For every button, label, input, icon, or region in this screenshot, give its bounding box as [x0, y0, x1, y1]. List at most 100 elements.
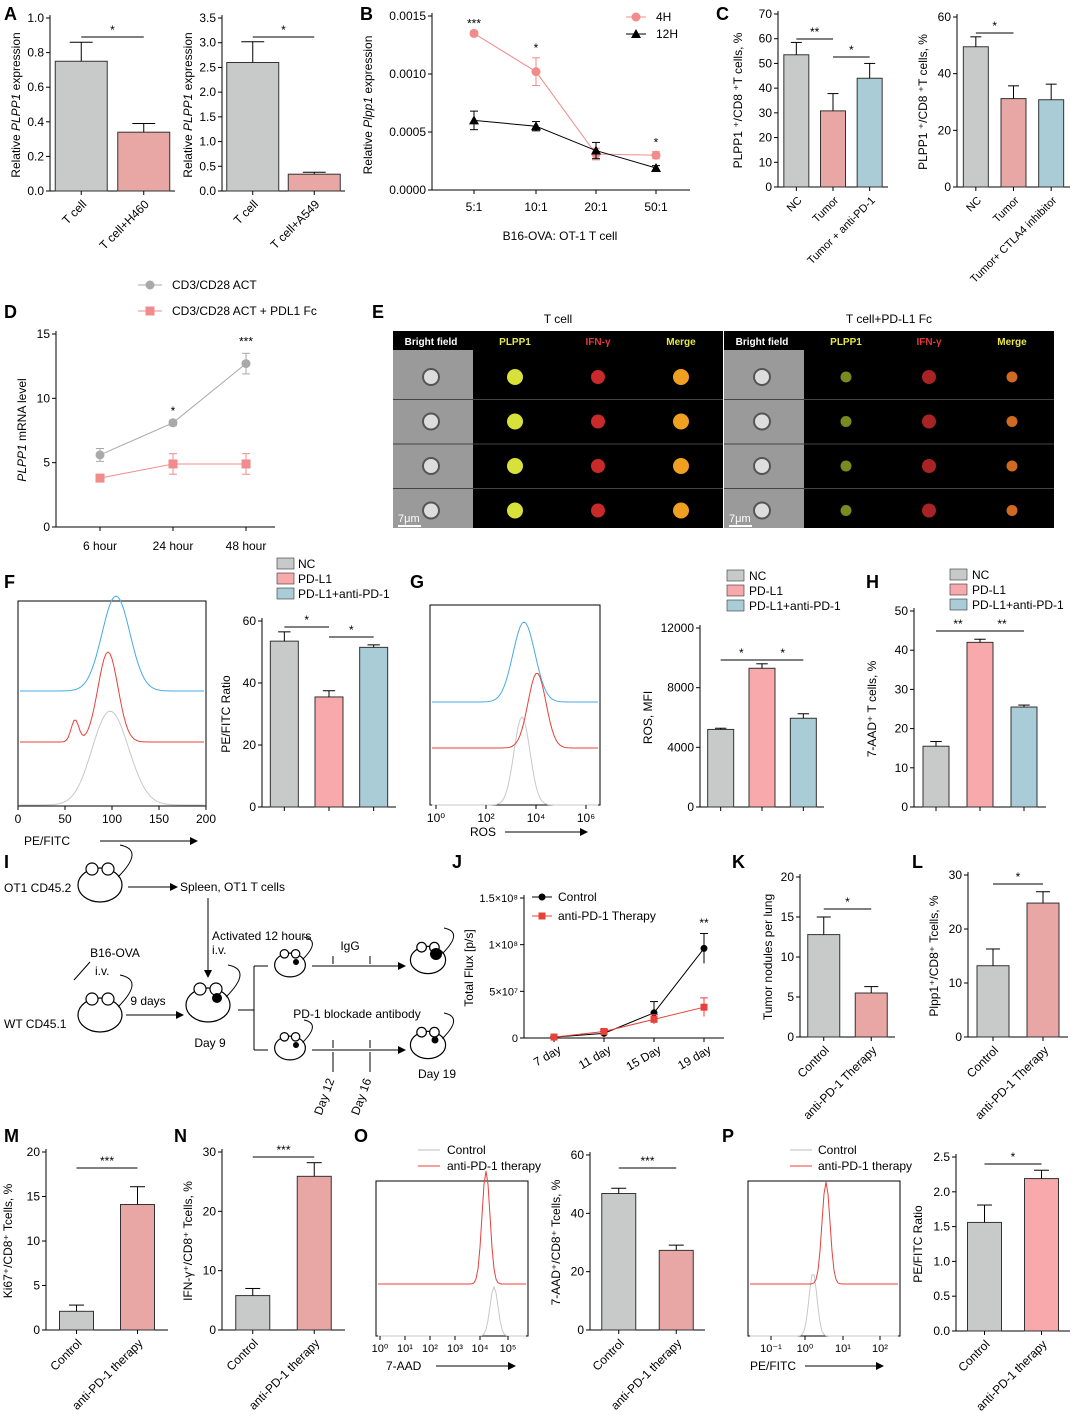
- significance-mark: *: [1011, 1150, 1016, 1164]
- y-axis-tick-label: 10: [203, 1264, 217, 1278]
- category-label: 11 day: [576, 1042, 613, 1072]
- bar: [967, 1221, 1002, 1332]
- channel-header: PLPP1: [830, 337, 862, 348]
- mouse-ear: [279, 1032, 290, 1042]
- mouse-tail: [117, 974, 133, 1008]
- bar: [1024, 1178, 1059, 1332]
- schematic-label: Activated 12 hours: [212, 929, 311, 943]
- histogram-pdl1: [20, 651, 204, 743]
- panel-label-M: M: [4, 1126, 19, 1146]
- legend-label: Control: [558, 890, 597, 904]
- arrowhead: [190, 837, 198, 845]
- x-axis-label: B16-OVA: OT-1 T cell: [503, 229, 618, 243]
- category-label: Control: [224, 1336, 261, 1373]
- chart-F-histogram: 0 50 100 150 200PE/FITCNCPD-L1PD-L1+anti-PD-…: [15, 557, 390, 848]
- significance-mark: *: [171, 404, 176, 418]
- x-tick-label: 10³: [447, 1343, 463, 1355]
- y-axis-tick-label: 20: [571, 1265, 585, 1279]
- legend-marker: [538, 893, 546, 901]
- cell-plpp1: [507, 413, 523, 430]
- category-label: Control: [964, 1043, 1001, 1080]
- cell-plpp1: [840, 416, 852, 427]
- legend-swatch: [276, 557, 295, 570]
- data-point: [531, 67, 541, 77]
- histogram-frame: [17, 600, 207, 807]
- arrowhead: [398, 1046, 406, 1054]
- y-axis-tick-label: 5: [43, 456, 50, 470]
- panel-label-C: C: [716, 4, 729, 24]
- bar: [296, 1175, 332, 1331]
- legend-label: PD-L1+anti-PD-1: [298, 587, 390, 601]
- significance-mark: *: [304, 613, 309, 627]
- y-axis-tick-label: 8000: [667, 681, 694, 695]
- mouse-tail: [225, 964, 241, 998]
- y-axis-tick-label: 1.0: [27, 11, 44, 25]
- legend-swatch: [726, 599, 745, 612]
- cell-merge: [1006, 416, 1018, 427]
- legend-marker: [145, 280, 155, 290]
- schematic-label: Day 9: [194, 1036, 226, 1050]
- x-tick-label: 10¹: [835, 1343, 851, 1355]
- panel-label-D: D: [4, 302, 17, 322]
- y-axis-tick-label: 0: [687, 800, 694, 814]
- arrowhead: [176, 1011, 184, 1019]
- cell-ifng: [922, 414, 936, 429]
- cell-merge: [673, 413, 689, 430]
- y-axis-tick-label: 60: [759, 32, 773, 46]
- histogram-nc: [20, 710, 204, 806]
- chart-F-bar: 0 20 40 60 PE/FITC Ratio * *: [219, 613, 396, 814]
- data-point: [469, 28, 479, 38]
- schematic-label: 9 days: [130, 994, 165, 1008]
- y-axis-tick-label: 0.0000: [389, 183, 426, 197]
- y-axis-tick-label: 30: [949, 868, 963, 882]
- cell-brightfield: [422, 457, 440, 475]
- y-axis-tick-label: 10: [781, 950, 795, 964]
- bar: [59, 1310, 94, 1331]
- tumor-dot: [431, 1036, 439, 1044]
- x-axis-label: PE/FITC: [24, 834, 70, 848]
- x-tick-label: 10⁵: [500, 1343, 517, 1355]
- cell-ifng: [591, 414, 605, 429]
- x-tick-label: 200: [196, 812, 216, 826]
- x-tick-label: 10⁻¹: [760, 1343, 782, 1355]
- significance-mark: *: [849, 43, 854, 57]
- y-axis-tick-label: 2.5: [933, 1150, 950, 1164]
- y-axis-tick-label: 1.5: [933, 1220, 950, 1234]
- y-axis-tick-label: 0: [512, 1033, 518, 1045]
- data-point: [241, 359, 251, 369]
- data-point: [700, 944, 708, 952]
- mouse-ear: [85, 862, 99, 876]
- y-axis-tick-label: 0: [901, 800, 908, 814]
- histogram-pdl1-antipd1: [432, 621, 598, 703]
- arrowhead: [398, 962, 406, 970]
- x-tick-label: 10²: [422, 1343, 438, 1355]
- y-axis-tick-label: 40: [571, 1206, 585, 1220]
- y-axis-tick-label: 50: [895, 604, 909, 618]
- cell-brightfield: [753, 457, 771, 475]
- data-point: [651, 162, 661, 172]
- histogram-nc: [432, 716, 598, 806]
- histogram-frame: [375, 1180, 529, 1337]
- cell-ifng: [922, 503, 936, 518]
- schematic-label: WT CD45.1: [4, 1017, 67, 1031]
- mouse-body: [274, 1035, 307, 1061]
- category-label: T cell+A549: [268, 197, 323, 252]
- category-label: 10:1: [524, 200, 548, 214]
- y-axis-tick-label: 15: [27, 1190, 41, 1204]
- mouse-ear: [85, 992, 99, 1006]
- y-axis-tick-label: 20: [949, 922, 963, 936]
- x-axis-label: 7-AAD: [386, 1359, 422, 1373]
- legend-label: Control: [447, 1143, 486, 1157]
- scale-label: 7μm: [729, 513, 751, 525]
- chart-G-bar: 0 4000 8000 12000 ROS, MFI * *: [641, 621, 824, 814]
- legend-label: PD-L1: [749, 584, 783, 598]
- cell-brightfield: [753, 368, 771, 386]
- legend-label: NC: [749, 569, 767, 583]
- y-axis-tick-label: 0.2: [27, 149, 44, 163]
- y-axis-tick-label: 0: [765, 180, 772, 194]
- cell-ifng: [922, 459, 936, 473]
- x-tick-label: 10⁴: [472, 1343, 489, 1355]
